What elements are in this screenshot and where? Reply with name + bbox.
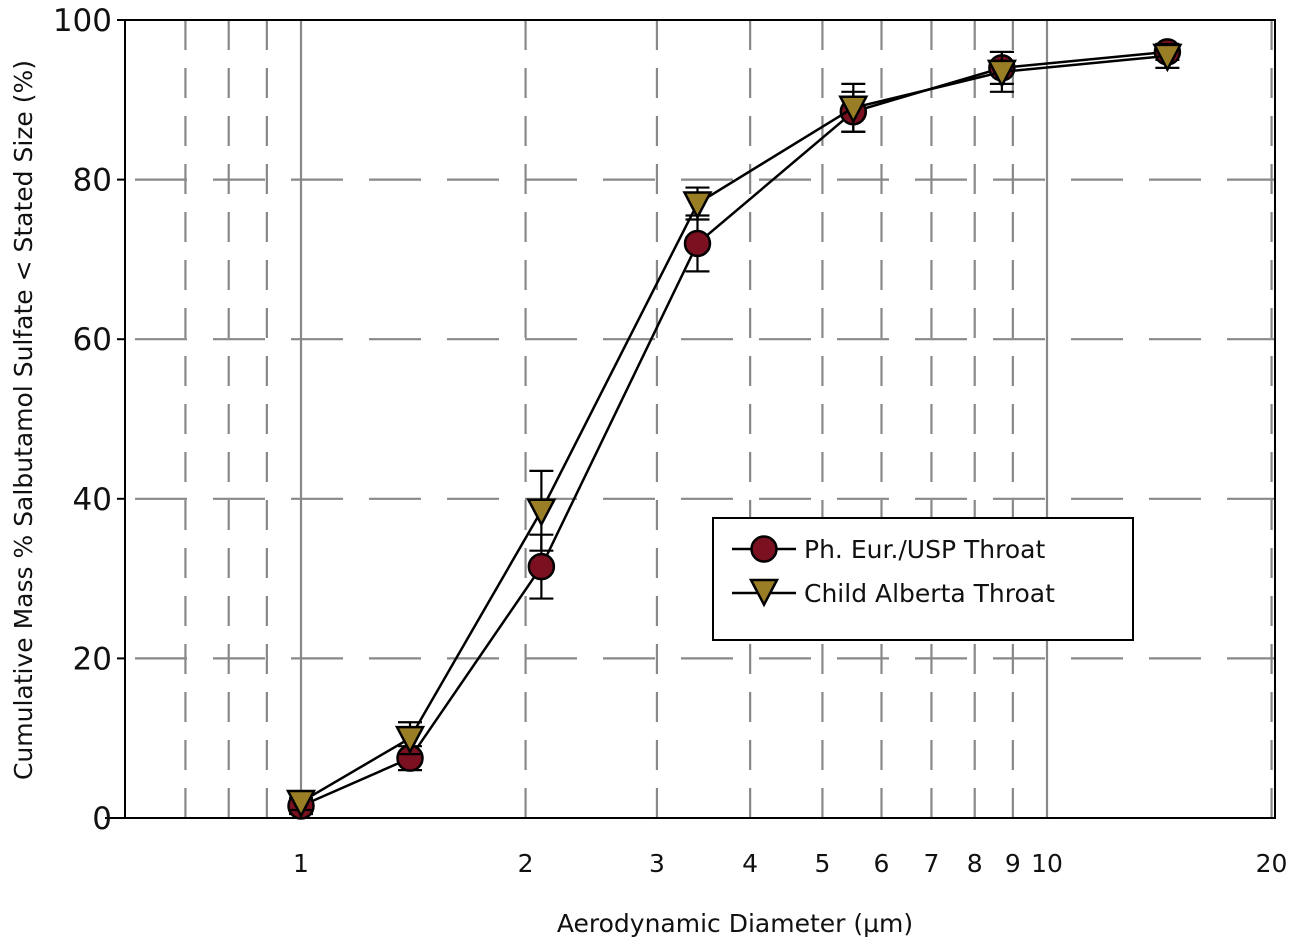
x-tick-label: 8 [967, 849, 983, 878]
data-point-triangle [394, 725, 426, 755]
plot-area-frame [124, 19, 1276, 819]
legend-label: Child Alberta Throat [804, 579, 1055, 608]
data-point-triangle [1152, 43, 1183, 73]
y-axis-title: Cumulative Mass % Salbutamol Sulfate < S… [9, 60, 38, 780]
legend-marker-circle [750, 535, 778, 563]
x-tick-label: 1 [293, 849, 309, 878]
x-tick-label: 10 [1031, 849, 1063, 878]
legend-label: Ph. Eur./USP Throat [804, 535, 1045, 564]
y-tick-label: 100 [53, 3, 112, 39]
axis-ticks [105, 19, 125, 819]
data-point-triangle [986, 59, 1017, 89]
y-axis-tick-labels: 0 20 40 60 80 100 [53, 3, 112, 837]
legend-entries: Ph. Eur./USP Throat Child Alberta Throat [732, 535, 1055, 608]
legend-marker-triangle [748, 578, 780, 608]
legend-entry: Ph. Eur./USP Throat [732, 535, 1045, 564]
y-tick-label: 40 [73, 482, 112, 518]
data-series [285, 38, 1183, 820]
data-point-triangle [838, 95, 869, 125]
gridlines [125, 20, 1275, 818]
x-tick-label: 2 [518, 849, 534, 878]
x-tick-label: 7 [923, 849, 939, 878]
x-tick-label: 3 [649, 849, 665, 878]
series-2 [285, 42, 1183, 819]
x-axis-tick-labels: 1 2 3 4 5 6 7 8 9 10 20 [293, 849, 1287, 878]
x-tick-label: 20 [1256, 849, 1288, 878]
legend-box [712, 517, 1134, 641]
legend-entry: Child Alberta Throat [732, 578, 1055, 608]
x-tick-label: 4 [742, 849, 758, 878]
x-axis-title: Aerodynamic Diameter (µm) [557, 909, 913, 938]
legend: Ph. Eur./USP Throat Child Alberta Throat [712, 517, 1134, 641]
data-point-triangle [285, 789, 317, 819]
x-tick-label: 6 [874, 849, 890, 878]
x-tick-label: 5 [814, 849, 830, 878]
data-point-triangle [682, 191, 713, 220]
data-point-circle [527, 552, 556, 581]
y-tick-label: 60 [73, 322, 112, 358]
y-tick-label: 80 [73, 163, 112, 199]
x-tick-label: 9 [1005, 849, 1021, 878]
data-point-triangle [526, 498, 557, 528]
y-tick-label: 0 [92, 801, 112, 837]
data-point-circle [683, 229, 712, 258]
y-tick-label: 20 [73, 641, 112, 677]
